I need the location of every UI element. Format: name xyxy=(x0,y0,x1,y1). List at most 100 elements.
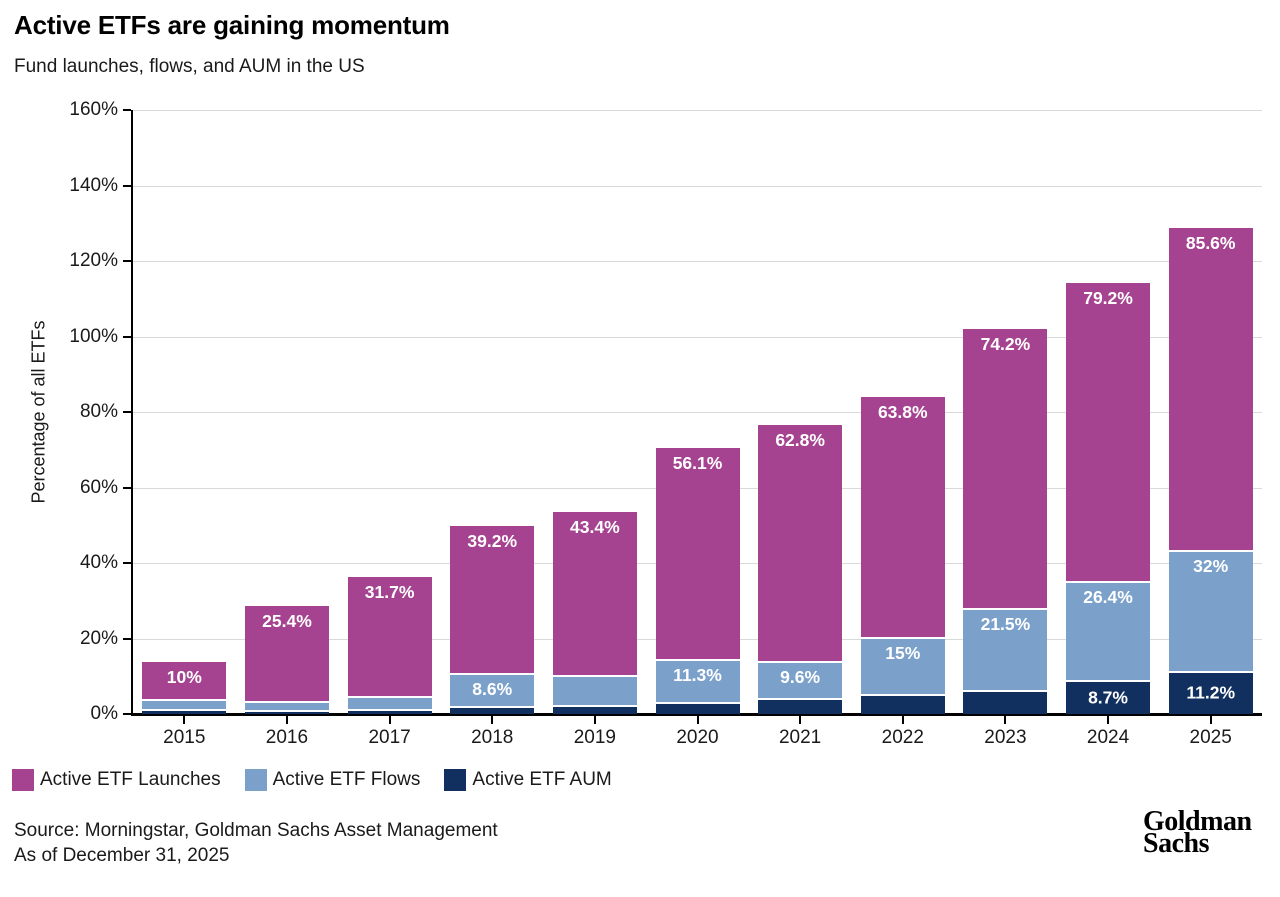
bar-2024: 8.7% 26.4% 79.2% xyxy=(1066,282,1151,714)
bar-segment-active-etf-launches: 79.2% xyxy=(1066,282,1151,582)
bar-segment-active-etf-flows: 9.6% xyxy=(758,662,843,699)
bar-2025: 11.2% 32% 85.6% xyxy=(1168,227,1253,714)
x-tick-label-2017: 2017 xyxy=(368,727,411,748)
y-tick-100% xyxy=(123,335,131,338)
x-tick-label-2023: 2023 xyxy=(984,727,1027,748)
legend-item-active-etf-launches: Active ETF Launches xyxy=(12,769,221,791)
bar-segment-active-etf-flows xyxy=(552,676,637,706)
legend: Active ETF Launches Active ETF Flows Activ… xyxy=(12,769,612,791)
legend-label-active-etf-aum: Active ETF AUM xyxy=(472,769,612,790)
x-tick-label-2015: 2015 xyxy=(163,727,206,748)
segment-separator xyxy=(963,689,1048,692)
segment-separator xyxy=(347,708,432,711)
segment-separator xyxy=(450,705,535,708)
x-tick-2019 xyxy=(593,716,596,724)
segment-separator xyxy=(142,709,227,712)
plot-area: 0% 20% 40% 60% 80% 100% 120% 140% 160% 10% 2015 25.… xyxy=(69,99,1262,748)
bar-segment-active-etf-aum xyxy=(244,710,329,714)
logo-line-2: Sachs xyxy=(1143,828,1209,859)
bar-2020: 11.3% 56.1% xyxy=(655,448,740,714)
gridline-160 xyxy=(133,110,1262,111)
y-tick-80% xyxy=(123,411,131,413)
bar-value-label-active-etf-launches: 25.4% xyxy=(262,611,312,632)
segment-separator xyxy=(860,637,945,640)
bar-segment-active-etf-aum xyxy=(758,698,843,714)
segment-separator xyxy=(758,697,843,700)
x-axis-line xyxy=(131,713,1262,716)
as-of-line: As of December 31, 2025 xyxy=(14,845,230,866)
bar-2015: 10% xyxy=(142,662,227,714)
segment-separator xyxy=(450,673,535,676)
chart-subtitle: Fund launches, flows, and AUM in the US xyxy=(14,56,365,77)
bar-segment-active-etf-launches: 25.4% xyxy=(244,606,329,702)
goldman-sachs-logo: Goldman Sachs xyxy=(1143,808,1252,859)
x-tick-2025 xyxy=(1209,716,1212,724)
bar-segment-active-etf-aum xyxy=(552,705,637,714)
legend-item-active-etf-aum: Active ETF AUM xyxy=(444,769,612,791)
legend-swatch-active-etf-aum xyxy=(444,769,467,791)
bar-segment-active-etf-flows: 8.6% xyxy=(450,674,535,707)
bar-segment-active-etf-aum xyxy=(347,709,432,714)
segment-separator xyxy=(1066,680,1151,683)
x-tick-label-2025: 2025 xyxy=(1189,727,1232,748)
x-tick-2017 xyxy=(388,716,391,724)
y-axis-title: Percentage of all ETFs xyxy=(28,320,49,504)
bar-segment-active-etf-flows xyxy=(244,701,329,711)
segment-separator xyxy=(552,704,637,707)
bar-value-label-active-etf-launches: 10% xyxy=(166,667,202,688)
bar-segment-active-etf-aum: 11.2% xyxy=(1168,671,1253,714)
legend-swatch-active-etf-flows xyxy=(244,769,267,791)
legend-label-active-etf-flows: Active ETF Flows xyxy=(272,769,421,790)
x-tick-2018 xyxy=(491,716,494,724)
bar-segment-active-etf-flows: 26.4% xyxy=(1066,581,1151,682)
y-tick-120% xyxy=(123,260,131,262)
legend-item-active-etf-flows: Active ETF Flows xyxy=(244,769,421,791)
segment-separator xyxy=(860,693,945,696)
bar-value-label-active-etf-launches: 31.7% xyxy=(364,581,415,602)
bar-2021: 9.6% 62.8% xyxy=(758,425,843,714)
segment-separator xyxy=(244,700,329,703)
bar-segment-active-etf-launches: 56.1% xyxy=(655,448,740,661)
x-tick-label-2022: 2022 xyxy=(881,727,924,748)
bar-2019: 43.4% xyxy=(552,512,637,714)
legend-swatch-active-etf-launches xyxy=(12,769,34,791)
bar-value-label-active-etf-launches: 39.2% xyxy=(467,531,518,552)
bar-2023: 21.5% 74.2% xyxy=(963,329,1048,714)
segment-separator xyxy=(1066,580,1151,583)
y-tick-label-80%: 80% xyxy=(79,401,118,422)
y-tick-140% xyxy=(123,184,131,187)
x-tick-label-2024: 2024 xyxy=(1086,727,1130,748)
bar-value-label-active-etf-launches: 62.8% xyxy=(775,430,825,451)
y-tick-160% xyxy=(123,109,131,111)
segment-separator xyxy=(655,659,740,662)
bar-value-label-active-etf-flows: 11.3% xyxy=(673,665,722,686)
bar-value-label-active-etf-launches: 63.8% xyxy=(877,402,928,423)
x-tick-label-2019: 2019 xyxy=(573,727,616,748)
legend-label-active-etf-launches: Active ETF Launches xyxy=(40,769,221,790)
gridline-120 xyxy=(133,261,1262,262)
bar-segment-active-etf-flows: 32% xyxy=(1168,550,1253,672)
y-tick-label-100%: 100% xyxy=(69,325,118,347)
y-tick-20% xyxy=(123,637,131,640)
segment-separator xyxy=(552,675,637,678)
bar-value-label-active-etf-aum: 11.2% xyxy=(1186,682,1235,703)
y-tick-0% xyxy=(123,713,131,715)
x-tick-label-2021: 2021 xyxy=(778,727,822,748)
y-tick-label-120%: 120% xyxy=(69,250,118,271)
bar-value-label-active-etf-flows: 21.5% xyxy=(980,614,1031,635)
gridline-140 xyxy=(133,185,1262,187)
x-tick-label-2020: 2020 xyxy=(676,727,719,748)
x-tick-2023 xyxy=(1004,716,1007,724)
bar-segment-active-etf-launches: 31.7% xyxy=(347,576,432,697)
gridline-100 xyxy=(133,336,1262,338)
y-tick-label-60%: 60% xyxy=(79,476,118,498)
x-tick-2015 xyxy=(183,716,186,724)
bar-2016: 25.4% xyxy=(244,606,329,714)
bar-segment-active-etf-flows: 15% xyxy=(860,638,945,695)
bar-value-label-active-etf-flows: 8.6% xyxy=(472,679,513,700)
segment-separator xyxy=(347,695,432,698)
bar-value-label-active-etf-flows: 15% xyxy=(885,643,921,664)
bar-value-label-active-etf-launches: 85.6% xyxy=(1185,232,1236,253)
bar-value-label-active-etf-launches: 79.2% xyxy=(1083,287,1133,308)
bar-segment-active-etf-launches: 74.2% xyxy=(963,329,1048,610)
